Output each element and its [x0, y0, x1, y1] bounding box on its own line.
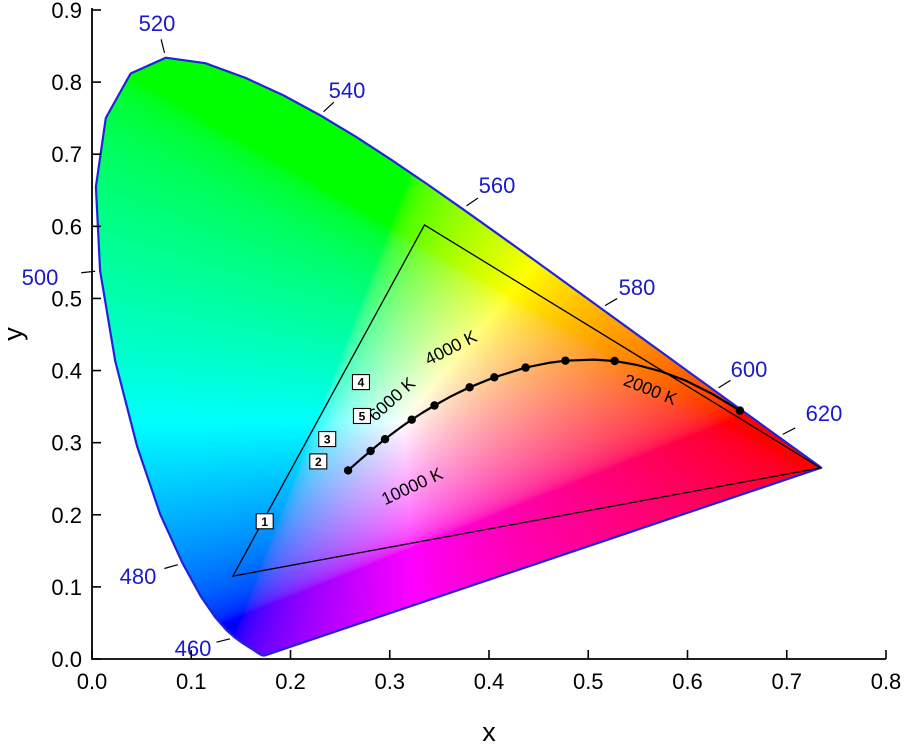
wavelength-label-480: 480: [120, 564, 157, 589]
y-tick-label-0.2: 0.2: [51, 503, 82, 528]
x-axis-title: x: [482, 717, 496, 747]
wavelength-label-580: 580: [619, 275, 656, 300]
wavelength-label-560: 560: [479, 173, 516, 198]
wavelength-tick-520: [160, 39, 166, 54]
planckian-dot-6000K: [407, 415, 416, 424]
planckian-dot-1000K: [735, 406, 745, 415]
sample-marker-box-1: [255, 513, 274, 530]
wavelength-tick-580: [604, 298, 618, 307]
y-tick-label-0.8: 0.8: [51, 70, 82, 95]
spectral-locus-outline: [94, 56, 823, 657]
sample-marker-box-2: [309, 453, 328, 470]
wavelength-label-520: 520: [139, 11, 176, 36]
planckian-dot-2000K: [610, 356, 619, 366]
wavelength-label-540: 540: [329, 78, 366, 103]
y-tick-label-0.4: 0.4: [51, 359, 82, 384]
wavelength-tick-540: [323, 101, 335, 113]
planckian-dot-3500K: [490, 373, 499, 382]
y-tick-label-0.5: 0.5: [51, 286, 82, 311]
temperature-label-10000-K: 10000 K: [378, 463, 446, 509]
sample-marker-box-3: [318, 431, 337, 448]
y-tick-label-0.3: 0.3: [51, 431, 82, 456]
wavelength-tick-480: [164, 564, 178, 570]
wavelength-label-620: 620: [806, 401, 843, 426]
sample-marker-label-2: 2: [315, 455, 322, 469]
sample-marker-label-4: 4: [358, 376, 365, 390]
y-tick-label-0.1: 0.1: [51, 575, 82, 600]
temperature-label-4000-K: 4000 K: [421, 326, 480, 369]
x-tick-label-0.3: 0.3: [374, 669, 405, 694]
y-tick-label-0.7: 0.7: [51, 142, 82, 167]
wavelength-tick-560: [466, 197, 479, 207]
planckian-dot-8000K: [380, 435, 390, 444]
planckian-dot-20000K: [343, 466, 353, 475]
x-tick-label-0.2: 0.2: [275, 669, 306, 694]
sample-marker-label-5: 5: [359, 409, 366, 423]
wavelength-label-600: 600: [731, 357, 768, 382]
x-tick-label-0.5: 0.5: [573, 669, 604, 694]
planckian-dot-5000K: [430, 401, 439, 410]
wavelength-tick-620: [782, 427, 796, 435]
x-tick-label-0.7: 0.7: [771, 669, 802, 694]
sample-marker-box-5: [352, 407, 372, 425]
sample-marker-box-4: [351, 374, 371, 391]
wavelength-label-500: 500: [22, 265, 59, 290]
planckian-dot-10000K: [366, 446, 375, 456]
wavelength-tick-460: [216, 638, 231, 643]
wavelength-tick-600: [718, 379, 731, 389]
x-tick-label-0.0: 0.0: [77, 669, 108, 694]
planckian-dot-3000K: [521, 363, 530, 372]
axes-frame: [91, 8, 886, 660]
wavelength-label-460: 460: [175, 636, 212, 661]
y-tick-label-0.0: 0.0: [51, 647, 82, 672]
x-tick-label-0.1: 0.1: [176, 669, 207, 694]
planckian-dot-2500K: [561, 356, 570, 365]
y-axis-title: y: [0, 327, 28, 341]
x-tick-label-0.6: 0.6: [672, 669, 703, 694]
x-tick-label-0.8: 0.8: [871, 669, 902, 694]
planckian-dot-4000K: [465, 383, 474, 392]
y-tick-label-0.9: 0.9: [51, 0, 82, 23]
sample-marker-label-3: 3: [324, 433, 331, 447]
gamut-triangle: [231, 223, 823, 577]
wavelength-tick-500: [81, 270, 96, 274]
planckian-locus-curve: [347, 358, 741, 472]
sample-marker-label-1: 1: [261, 515, 268, 529]
y-tick-label-0.6: 0.6: [51, 214, 82, 239]
x-tick-label-0.4: 0.4: [474, 669, 505, 694]
